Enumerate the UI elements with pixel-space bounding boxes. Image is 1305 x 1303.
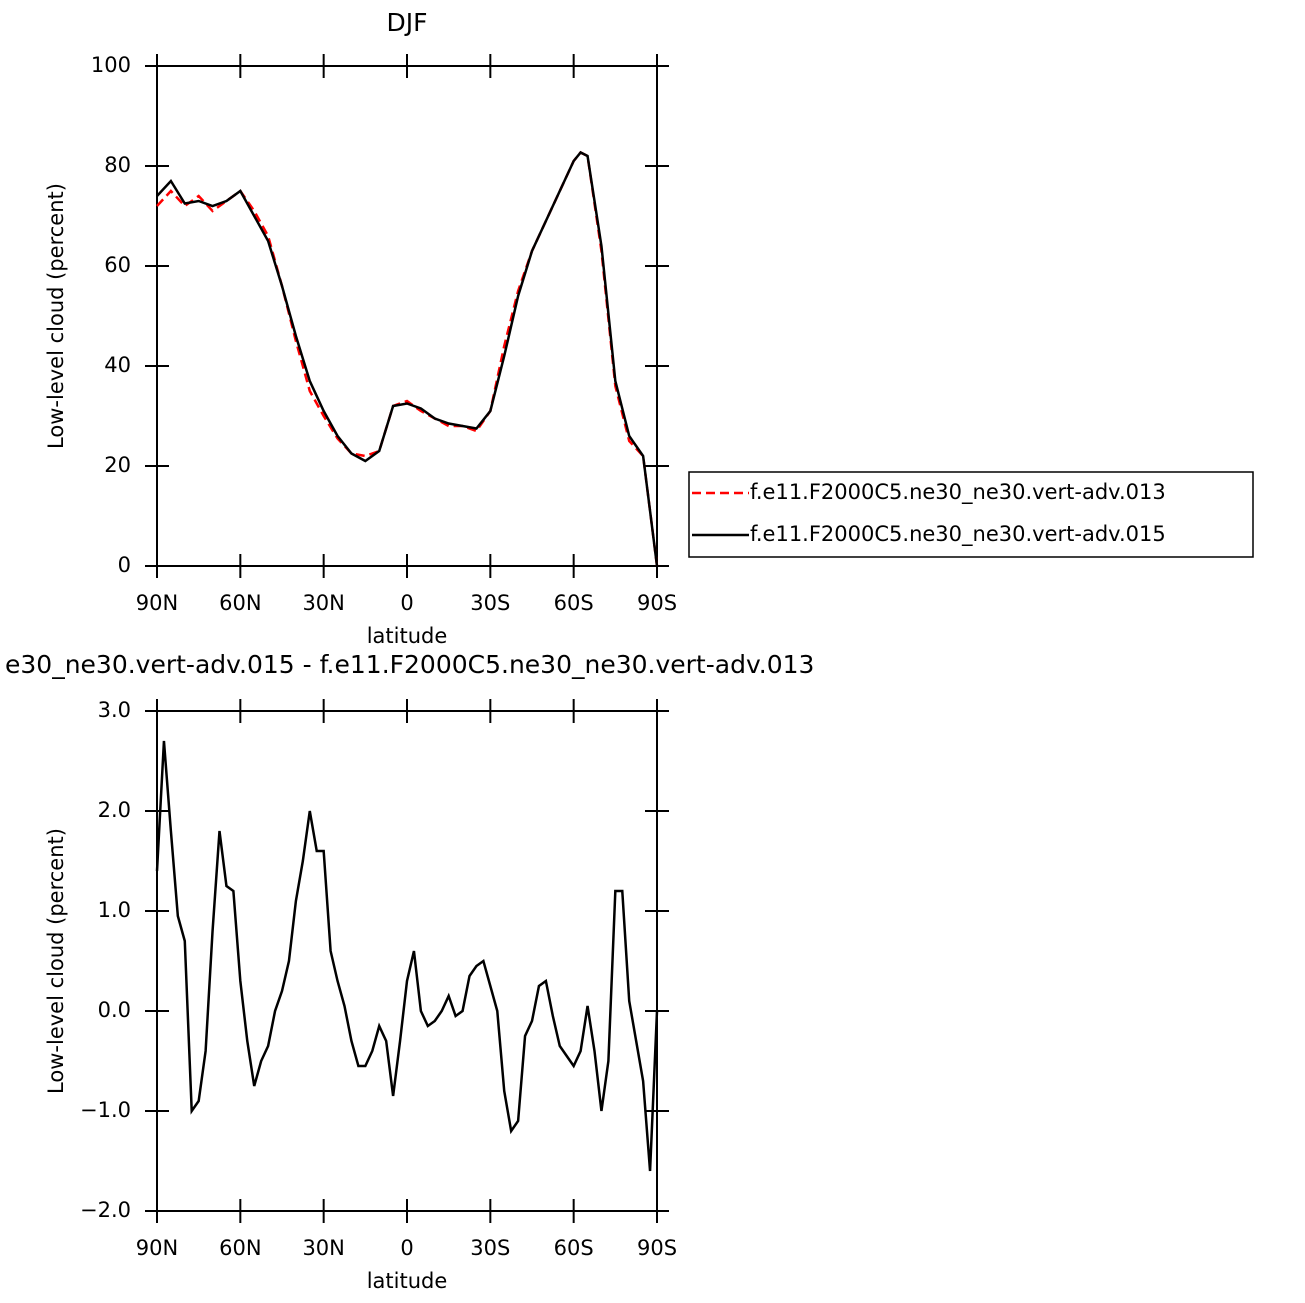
data-line [156,150,659,567]
x-axis-label: latitude [367,1269,448,1293]
y-tick-label: 0 [118,553,131,577]
y-tick-label: 20 [104,453,131,477]
legend-label: f.e11.F2000C5.ne30_ne30.vert-adv.013 [750,480,1166,505]
legend-label: f.e11.F2000C5.ne30_ne30.vert-adv.015 [750,522,1166,547]
x-tick-label: 30N [302,591,344,615]
y-tick-label: 60 [104,253,131,277]
y-tick-label: 2.0 [98,798,131,822]
x-axis-label: latitude [367,624,448,648]
chart-title: e30_ne30.vert-adv.015 - f.e11.F2000C5.ne… [5,650,814,679]
chart-title: DJF [386,8,427,37]
x-tick-label: 60N [219,591,261,615]
y-tick-label: 100 [91,53,131,77]
legend-box [688,471,1254,558]
data-line [156,150,659,567]
y-axis-label: Low-level cloud (percent) [44,183,68,449]
x-tick-label: 90S [637,1236,677,1260]
y-tick-label: 40 [104,353,131,377]
x-tick-label: 90N [136,1236,178,1260]
x-tick-label: 30S [470,591,510,615]
y-tick-label: 3.0 [98,698,131,722]
y-axis-label: Low-level cloud (percent) [44,828,68,1094]
x-tick-label: 60S [554,591,594,615]
x-tick-label: 90N [136,591,178,615]
y-tick-label: −2.0 [80,1198,131,1222]
y-tick-label: 80 [104,153,131,177]
x-tick-label: 30N [302,1236,344,1260]
x-tick-label: 0 [400,1236,413,1260]
y-tick-label: 0.0 [98,998,131,1022]
y-tick-label: −1.0 [80,1098,131,1122]
x-tick-label: 60N [219,1236,261,1260]
x-tick-label: 90S [637,591,677,615]
plot-frame [156,65,658,567]
x-tick-label: 60S [554,1236,594,1260]
plot-frame [156,710,658,1212]
y-tick-label: 1.0 [98,898,131,922]
x-tick-label: 0 [400,591,413,615]
data-line [155,740,659,1172]
x-tick-label: 30S [470,1236,510,1260]
